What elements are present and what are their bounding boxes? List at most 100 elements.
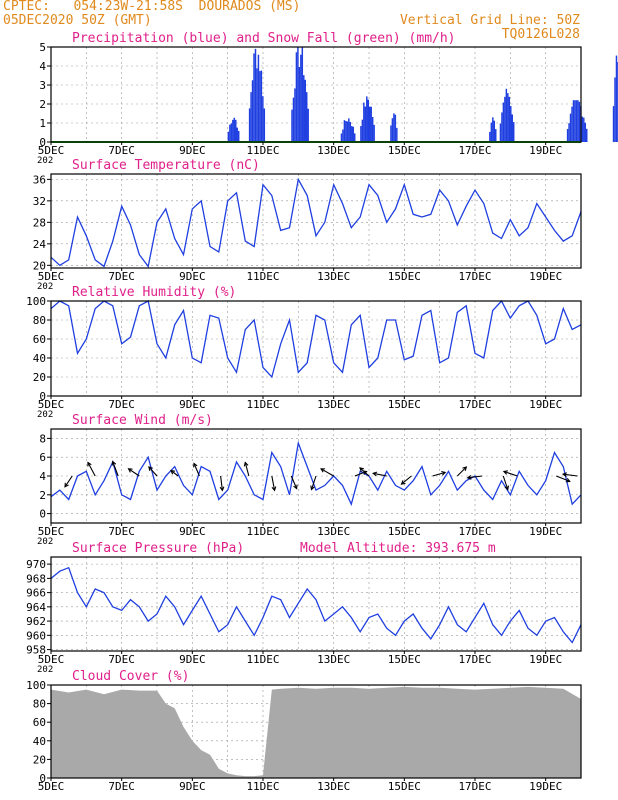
precip-bar bbox=[571, 106, 573, 142]
precip-bar bbox=[363, 102, 365, 142]
precip-bar bbox=[492, 117, 494, 142]
temp-frame bbox=[50, 173, 582, 269]
precip-bar bbox=[256, 68, 258, 142]
y-tick-label: 6 bbox=[39, 451, 46, 464]
wind-arrow-head bbox=[466, 475, 472, 480]
precip-bar bbox=[257, 54, 260, 143]
x-tick-label: 5DEC bbox=[38, 398, 65, 411]
y-tick-label: 4 bbox=[39, 60, 46, 73]
precip-bar bbox=[260, 70, 263, 142]
y-tick-label: 962 bbox=[26, 615, 46, 628]
precip-bar bbox=[396, 127, 398, 142]
x-tick-label: 9DEC bbox=[179, 780, 206, 793]
x-year-fragment: 202 bbox=[37, 282, 53, 292]
precip-bar bbox=[505, 88, 508, 142]
x-tick-label: 5DEC bbox=[38, 653, 65, 666]
precip-frame bbox=[50, 46, 582, 143]
y-tick-label: 964 bbox=[26, 601, 46, 614]
precip-panel: Precipitation (blue) and Snow Fall (gree… bbox=[37, 31, 618, 166]
precip-bar bbox=[294, 88, 296, 142]
precip-bar bbox=[511, 114, 513, 142]
wind-arrow-head bbox=[462, 466, 468, 471]
precip-bar bbox=[361, 119, 364, 142]
precip-bar bbox=[501, 112, 503, 142]
x-tick-label: 13DEC bbox=[317, 525, 350, 538]
precip-bar bbox=[298, 67, 301, 142]
y-tick-label: 8 bbox=[39, 432, 46, 445]
x-tick-label: 17DEC bbox=[458, 398, 491, 411]
wind-arrow bbox=[112, 461, 119, 477]
header-vertical-grid: Vertical Grid Line: 50Z bbox=[399, 13, 580, 28]
wind-arrow-head bbox=[271, 486, 277, 492]
x-tick-label: 13DEC bbox=[317, 653, 350, 666]
wind-frame bbox=[50, 428, 582, 524]
x-tick-label: 19DEC bbox=[529, 144, 562, 157]
x-tick-label: 19DEC bbox=[529, 525, 562, 538]
y-tick-label: 2 bbox=[39, 98, 46, 111]
x-tick-label: 15DEC bbox=[388, 653, 421, 666]
y-tick-label: 4 bbox=[39, 470, 46, 483]
precip-bar bbox=[254, 48, 257, 142]
precip-bar bbox=[292, 97, 295, 142]
precip-bar bbox=[236, 127, 238, 142]
precip-bar bbox=[353, 133, 356, 142]
wind-panel: Surface Wind (m/s) 0 2 4 6 8 5DEC 7DEC 9DEC 11DEC… bbox=[37, 413, 582, 547]
precip-bar bbox=[499, 123, 502, 142]
x-tick-label: 17DEC bbox=[458, 525, 491, 538]
precip-bar bbox=[262, 96, 264, 142]
y-tick-label: 40 bbox=[33, 735, 46, 748]
wind-arrow bbox=[148, 466, 158, 477]
wind-arrow bbox=[244, 462, 250, 477]
precip-bar bbox=[253, 53, 255, 142]
y-tick-label: 20 bbox=[33, 259, 46, 272]
precip-title: Precipitation (blue) and Snow Fall (gree… bbox=[72, 31, 456, 46]
precip-bar bbox=[300, 54, 302, 142]
precip-bar bbox=[583, 117, 585, 142]
x-tick-label: 15DEC bbox=[388, 780, 421, 793]
precip-bar bbox=[307, 108, 309, 142]
x-tick-label: 7DEC bbox=[108, 653, 135, 666]
wind-arrow-head bbox=[502, 470, 508, 475]
humidity-frame bbox=[50, 300, 582, 397]
x-tick-label: 19DEC bbox=[529, 780, 562, 793]
wind-arrow bbox=[401, 475, 412, 485]
cloud-title: Cloud Cover (%) bbox=[72, 669, 189, 684]
precip-bar bbox=[301, 47, 304, 142]
precip-bar bbox=[502, 102, 505, 142]
precip-bar bbox=[584, 122, 587, 142]
precip-bar bbox=[394, 114, 397, 142]
wind-arrow bbox=[87, 462, 96, 477]
x-tick-label: 17DEC bbox=[458, 270, 491, 283]
wind-arrow-head bbox=[127, 468, 133, 473]
humidity-line bbox=[50, 299, 582, 379]
precip-bar bbox=[367, 99, 369, 142]
wind-arrow-head bbox=[193, 462, 198, 468]
temp-title: Surface Temperature (nC) bbox=[72, 158, 260, 173]
x-tick-label: 15DEC bbox=[388, 525, 421, 538]
y-tick-label: 20 bbox=[33, 753, 46, 766]
precip-bar bbox=[586, 128, 588, 142]
x-tick-label: 11DEC bbox=[246, 398, 279, 411]
wind-arrow bbox=[373, 472, 387, 477]
wind-arrow bbox=[64, 475, 73, 488]
precip-bar bbox=[235, 119, 237, 142]
x-tick-label: 13DEC bbox=[317, 144, 350, 157]
wind-arrow bbox=[170, 470, 179, 477]
precip-bar bbox=[352, 126, 354, 142]
precip-bar bbox=[360, 126, 362, 142]
y-tick-label: 36 bbox=[33, 173, 46, 186]
y-tick-label: 60 bbox=[33, 333, 46, 346]
wind-arrow bbox=[220, 475, 223, 491]
x-tick-label: 15DEC bbox=[388, 270, 421, 283]
precip-bar bbox=[340, 133, 343, 142]
y-tick-label: 1 bbox=[39, 117, 46, 130]
y-tick-label: 60 bbox=[33, 716, 46, 729]
x-tick-label: 5DEC bbox=[38, 270, 65, 283]
wind-arrow-head bbox=[359, 467, 365, 472]
precip-bar bbox=[512, 122, 515, 142]
wind-arrow-head bbox=[320, 468, 326, 473]
wind-arrow-head bbox=[64, 482, 69, 488]
x-tick-label: 5DEC bbox=[38, 780, 65, 793]
precip-bar bbox=[297, 47, 299, 142]
precip-bar bbox=[581, 116, 584, 142]
